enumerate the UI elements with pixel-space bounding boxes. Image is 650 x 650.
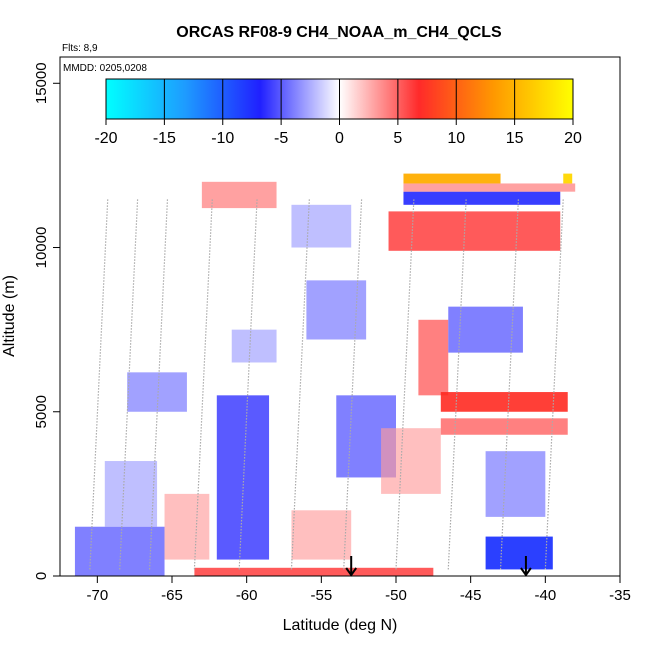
y-axis-label: Altitude (m) [1,275,18,357]
heatmap-cell [418,319,449,396]
heatmap-cell [440,392,568,412]
y-axis: 0 5000 10000 15000 [33,62,60,580]
heatmap-cell [127,372,187,412]
x-tick-label: -40 [534,587,556,604]
chart-title: ORCAS RF08-9 CH4_NOAA_m_CH4_QCLS [176,24,502,41]
x-tick-label: -65 [161,587,183,604]
flight-track [499,198,520,570]
x-tick-label: -55 [310,587,332,604]
flight-tracks [89,198,564,570]
heatmap-cell [74,526,165,576]
y-tick-label: 10000 [33,227,50,269]
flight-track [395,198,415,570]
heatmap-cell [485,536,553,570]
flight-track [290,198,310,570]
x-axis-label: Latitude (deg N) [283,617,398,634]
flight-track [238,198,258,570]
heatmap-cells [74,173,576,576]
plot-frame [59,56,621,577]
x-tick-label: -70 [86,587,108,604]
colorbar-tick-label: -15 [153,130,176,147]
colorbar-tick-label: -5 [274,130,288,147]
heatmap-cell [403,183,576,192]
y-tick-label: 0 [33,572,50,580]
flight-track [447,198,467,570]
flight-track [343,198,363,570]
heatmap-cell [381,428,441,494]
x-tick-label: -35 [609,587,631,604]
colorbar-tick-label: -20 [94,130,117,147]
arrow-head [345,567,358,577]
heatmap-cell [563,173,573,184]
heatmap-cell [403,191,561,205]
colorbar-tick-label: 10 [447,130,465,147]
colorbar-tick-label: 0 [335,130,344,147]
colorbar-tick-label: -10 [211,130,234,147]
flight-track [89,198,109,570]
colorbar-tick-label: 15 [506,130,524,147]
heatmap-cell [201,181,277,209]
latitude-arrows [345,556,532,577]
x-tick-label: -50 [385,587,407,604]
heatmap-cell [440,418,568,435]
heatmap-cell [291,204,352,248]
x-tick-label: -60 [236,587,258,604]
heatmap-cell [164,493,210,560]
colorbar-tick-label: 5 [393,130,402,147]
heatmap-cell [291,510,352,560]
flights-annotation: Flts: 8,9 [62,43,98,54]
heatmap-cell [403,173,501,184]
arrow-head [520,567,532,577]
colorbar-ticks: -20 -15 -10 -5 0 5 10 15 20 [94,79,582,147]
y-tick-label: 5000 [33,395,50,428]
x-axis: -70 -65 -60 -55 -50 -45 -40 -35 [86,576,631,604]
flight-track [149,198,169,570]
heatmap-cell [104,461,158,527]
heatmap-cell [216,395,270,560]
dates-annotation: MMDD: 0205,0208 [63,63,147,74]
heatmap-cell [194,567,434,576]
heatmap-cell [306,280,367,340]
heatmap-cell [388,211,561,251]
flight-track [193,198,213,570]
flight-track [544,198,564,570]
x-tick-label: -45 [460,587,482,604]
y-tick-label: 15000 [33,62,50,104]
flight-track [119,198,139,570]
colorbar-tick-label: 20 [564,130,582,147]
heatmap-cell [231,329,277,363]
heatmap-cell [485,451,546,517]
